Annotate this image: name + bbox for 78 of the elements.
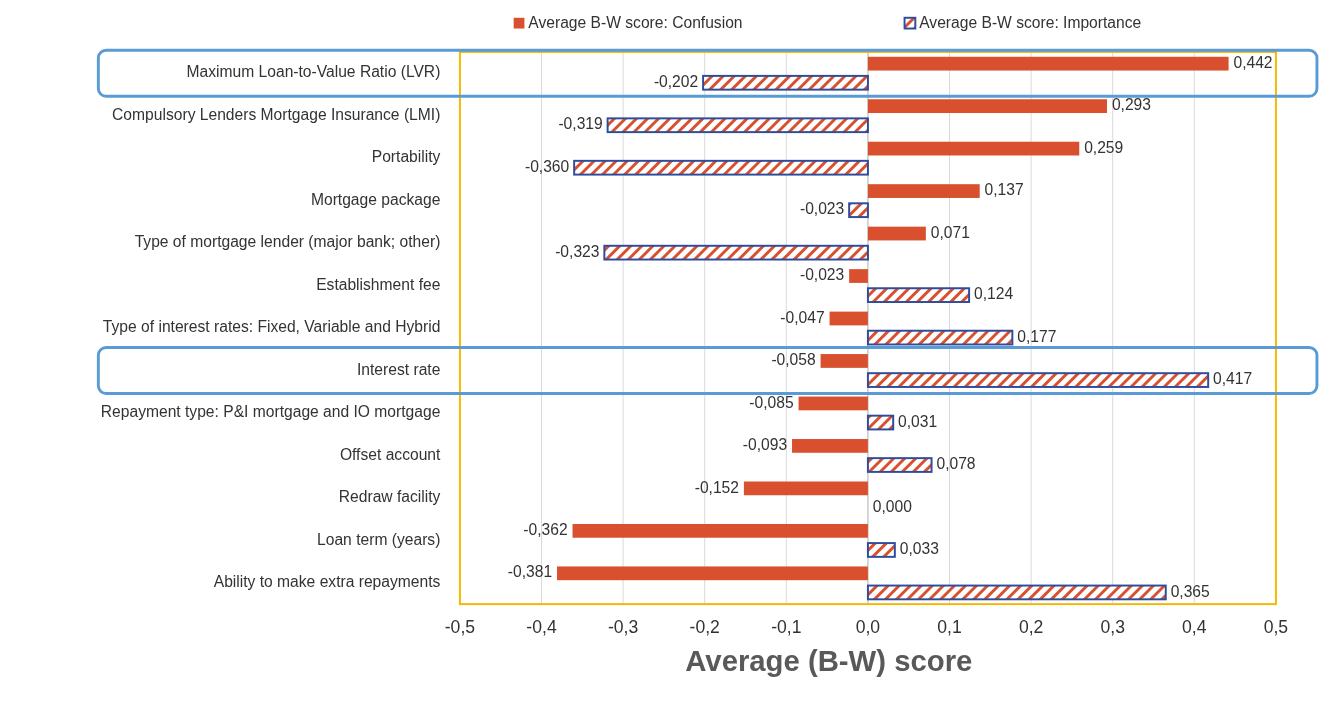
data-label: -0,085 (749, 393, 794, 411)
bar (849, 269, 868, 283)
y-tick-label: Mortgage package (310, 190, 441, 208)
y-tick-label: Compulsory Lenders Mortgage Insurance (LMI) (112, 105, 441, 123)
y-tick-label: Loan term (years) (317, 530, 441, 548)
data-label: 0,031 (898, 412, 938, 430)
bar (603, 244, 869, 261)
bar (792, 439, 868, 453)
data-label: 0,259 (1084, 138, 1124, 156)
bar (572, 523, 868, 538)
y-tick-label: Establishment fee (316, 275, 441, 293)
data-label: -0,047 (780, 308, 825, 326)
data-label: -0,023 (799, 266, 845, 284)
bar (867, 99, 1107, 114)
x-tick-label: -0,2 (689, 617, 720, 638)
bar (866, 329, 1014, 346)
y-tick-label: Redraw facility (338, 488, 441, 506)
bar (866, 542, 896, 558)
x-tick-label: -0,3 (607, 617, 639, 638)
x-tick-label: 0,3 (1100, 617, 1125, 638)
x-tick-label: 0,5 (1263, 617, 1289, 638)
bar (866, 414, 895, 431)
data-label: -0,093 (742, 436, 788, 454)
y-tick-label: Portability (371, 148, 441, 166)
data-label: 0,365 (1170, 582, 1211, 600)
data-label: -0,023 (799, 200, 845, 218)
bar (573, 159, 869, 176)
data-label: -0,360 (524, 157, 570, 175)
x-tick-label: -0,4 (526, 617, 557, 638)
data-label: -0,362 (523, 520, 568, 538)
bar (606, 117, 869, 134)
legend-label: Average B-W score: Confusion (528, 13, 743, 31)
data-label: 0,033 (899, 540, 939, 558)
bar (866, 287, 971, 303)
data-label: 0,137 (984, 181, 1024, 199)
x-axis-title: Average (B-W) score (685, 643, 973, 677)
data-label: 0,442 (1233, 53, 1273, 71)
y-tick-label: Offset account (339, 445, 442, 463)
x-tick-label: -0,1 (771, 617, 802, 638)
y-tick-label: Maximum Loan-to-Value Ratio (LVR) (186, 63, 441, 81)
legend-label: Average B-W score: Importance (919, 13, 1142, 31)
y-tick-label: Type of interest rates: Fixed, Variable and Hybrid (102, 318, 441, 336)
data-label: 0,177 (1017, 327, 1057, 345)
y-tick-label: Ability to make extra repayments (213, 573, 441, 591)
x-tick-label: 0,1 (937, 617, 962, 638)
bar (848, 202, 869, 219)
data-label: -0,202 (653, 72, 699, 90)
bar (866, 584, 1167, 601)
bar (702, 74, 869, 91)
bar (866, 372, 1210, 388)
bar (867, 56, 1229, 71)
data-label: -0,381 (507, 563, 553, 581)
bar (867, 141, 1080, 156)
bar (829, 311, 868, 326)
data-label: 0,071 (930, 223, 970, 241)
data-label: 0,417 (1213, 370, 1253, 388)
bar (866, 457, 933, 473)
bar (743, 481, 868, 496)
bar (557, 566, 868, 581)
x-tick-label: 0,2 (1018, 617, 1044, 638)
y-tick-label: Interest rate (357, 360, 441, 378)
y-tick-label: Type of mortgage lender (major bank; other) (134, 233, 441, 251)
data-label: 0,124 (973, 285, 1014, 303)
y-tick-label: Repayment type: P&I mortgage and IO mortgage (100, 403, 441, 421)
data-label: 0,078 (936, 455, 976, 473)
data-label: -0,319 (558, 115, 603, 133)
x-tick-label: 0,0 (855, 617, 881, 638)
bar (798, 396, 868, 411)
bar (867, 184, 980, 198)
bar (820, 354, 868, 368)
data-label: -0,152 (694, 478, 739, 496)
data-label: 0,000 (872, 497, 913, 515)
bar (867, 226, 926, 241)
x-tick-label: 0,4 (1182, 617, 1207, 638)
data-label: 0,293 (1111, 96, 1151, 114)
x-tick-label: -0,5 (444, 617, 476, 638)
data-label: -0,323 (555, 242, 600, 260)
data-label: -0,058 (771, 351, 816, 369)
